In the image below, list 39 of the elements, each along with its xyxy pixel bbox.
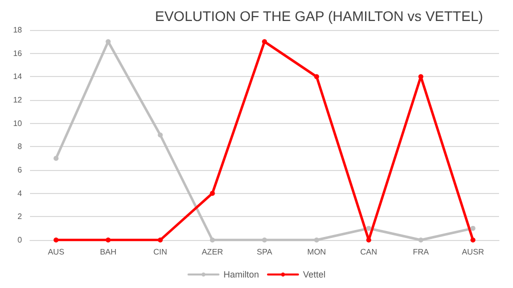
y-tick-label: 12 xyxy=(13,96,23,104)
x-tick-label: MON xyxy=(307,248,326,256)
point xyxy=(470,226,476,231)
point xyxy=(470,238,476,242)
x-tick-label: SPA xyxy=(256,248,273,256)
point xyxy=(210,238,215,242)
y-tick-label: 16 xyxy=(13,48,23,58)
line-series xyxy=(54,39,476,242)
point xyxy=(262,39,267,44)
point xyxy=(314,238,320,242)
x-tick-label: AUS xyxy=(48,248,64,256)
x-tick-label: FRA xyxy=(412,248,430,256)
point xyxy=(54,238,59,242)
point xyxy=(210,190,215,196)
legend-label: Vettel xyxy=(302,270,326,280)
point xyxy=(158,238,163,242)
point xyxy=(366,238,372,242)
x-tick-label: CAN xyxy=(360,248,378,256)
point xyxy=(262,238,267,242)
y-tick-label: 2 xyxy=(18,212,23,222)
y-tick-label: 18 xyxy=(13,26,23,34)
y-tick-label: 0 xyxy=(18,236,23,244)
point xyxy=(314,74,320,80)
point xyxy=(106,238,111,242)
point xyxy=(158,132,163,138)
y-tick-label: 4 xyxy=(18,188,23,198)
point xyxy=(366,226,372,231)
x-tick-label: CIN xyxy=(153,248,168,256)
point xyxy=(54,156,59,161)
x-tick-label: BAH xyxy=(100,248,117,256)
point xyxy=(418,238,424,242)
x-tick-label: AZER xyxy=(202,248,224,256)
chart-title: EVOLUTION OF THE GAP (HAMILTON vs VETTEL) xyxy=(155,8,484,24)
y-tick-label: 10 xyxy=(13,118,23,128)
y-tick-label: 6 xyxy=(18,166,23,174)
legend-label: Hamilton xyxy=(223,270,259,280)
y-tick-label: 14 xyxy=(13,72,23,82)
x-tick-label: AUSR xyxy=(462,248,484,256)
y-tick-label: 8 xyxy=(18,142,23,152)
